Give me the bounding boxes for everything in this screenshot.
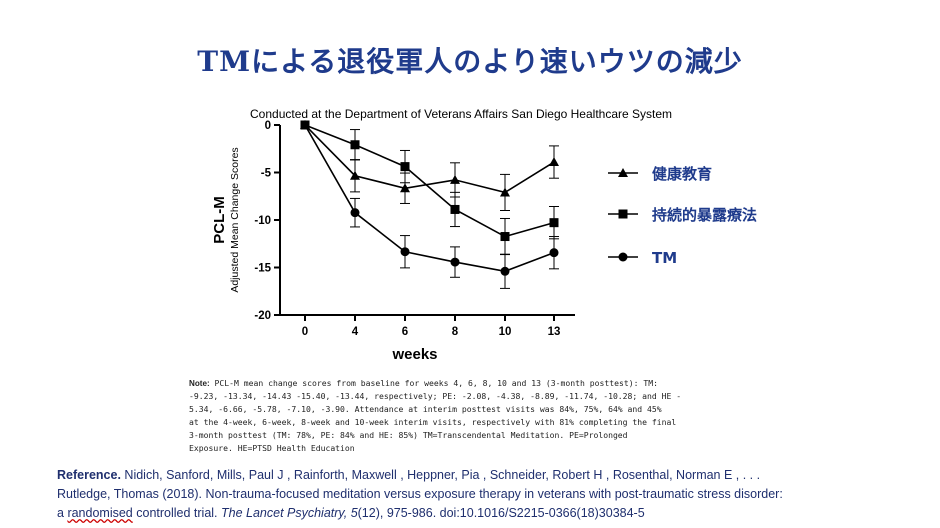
- series-line: [304, 124, 555, 238]
- x-tick-label: 10: [499, 326, 512, 338]
- slide-title: TMによる退役軍人のより速いウツの減少: [197, 45, 743, 78]
- chart-axes: 0 -5 -10 -15 -20 0 4 6 8 10 13 weeks PCL-M Adjusted M…: [211, 120, 575, 363]
- y-tick-label: 0: [265, 120, 271, 132]
- reference-line-3-mid: controlled trial.: [132, 506, 221, 520]
- x-tick-label: 6: [402, 326, 408, 338]
- y-tick-label: -20: [254, 310, 271, 322]
- note-label: Note:: [189, 379, 210, 388]
- chart-series: [300, 120, 559, 289]
- data-point: [450, 204, 460, 214]
- data-point: [400, 247, 410, 257]
- data-point: [450, 257, 460, 267]
- y-tick-label: -5: [261, 168, 272, 180]
- x-tick-label: 8: [452, 326, 459, 338]
- legend-marker: [618, 209, 628, 219]
- data-point: [500, 266, 510, 276]
- data-point: [400, 183, 410, 193]
- series-line: [304, 124, 555, 194]
- data-point: [300, 120, 310, 130]
- x-axis-title: weeks: [391, 346, 437, 363]
- legend-marker: [618, 252, 628, 262]
- data-point: [400, 162, 410, 172]
- data-point: [549, 248, 559, 258]
- reference-citation: Reference. Nidich, Sanford, Mills, Paul …: [57, 466, 927, 523]
- series-line: [304, 124, 555, 273]
- x-tick-label: 13: [548, 326, 561, 338]
- data-point: [350, 208, 360, 218]
- legend-label: 持続的暴露療法: [652, 206, 757, 224]
- chart-note: Note: PCL-M mean change scores from base…: [189, 377, 749, 455]
- reference-line-3-pre: a: [57, 506, 68, 520]
- x-tick-label: 0: [302, 326, 308, 338]
- y-tick-label: -15: [254, 263, 271, 275]
- note-text: PCL-M mean change scores from baseline f…: [189, 378, 682, 453]
- chart-subtitle: Conducted at the Department of Veterans …: [250, 107, 673, 121]
- y-tick-label: -10: [254, 215, 271, 227]
- data-point: [500, 187, 510, 197]
- data-point: [350, 170, 360, 180]
- legend-marker: [618, 168, 628, 177]
- reference-line-3-post: (12), 975-986. doi:10.1016/S2215-0366(18…: [357, 506, 645, 520]
- y-axis-subtitle: Adjusted Mean Change Scores: [229, 147, 241, 292]
- reference-label: Reference.: [57, 468, 121, 482]
- x-tick-label: 4: [352, 326, 359, 338]
- reference-authors: Nidich, Sanford, Mills, Paul J , Rainfor…: [120, 468, 761, 482]
- data-point: [350, 140, 360, 150]
- data-point: [450, 174, 460, 184]
- data-point: [549, 218, 559, 228]
- reference-journal: The Lancet Psychiatry, 5: [221, 506, 358, 520]
- legend-label: 健康教育: [652, 165, 712, 183]
- reference-line-2: Rutledge, Thomas (2018). Non-trauma-focu…: [57, 487, 783, 501]
- reference-underlined-word: randomised: [67, 506, 133, 520]
- legend-label: TM: [652, 249, 677, 267]
- data-point: [549, 157, 559, 167]
- y-axis-title: PCL-M: [211, 196, 228, 244]
- data-point: [500, 232, 510, 242]
